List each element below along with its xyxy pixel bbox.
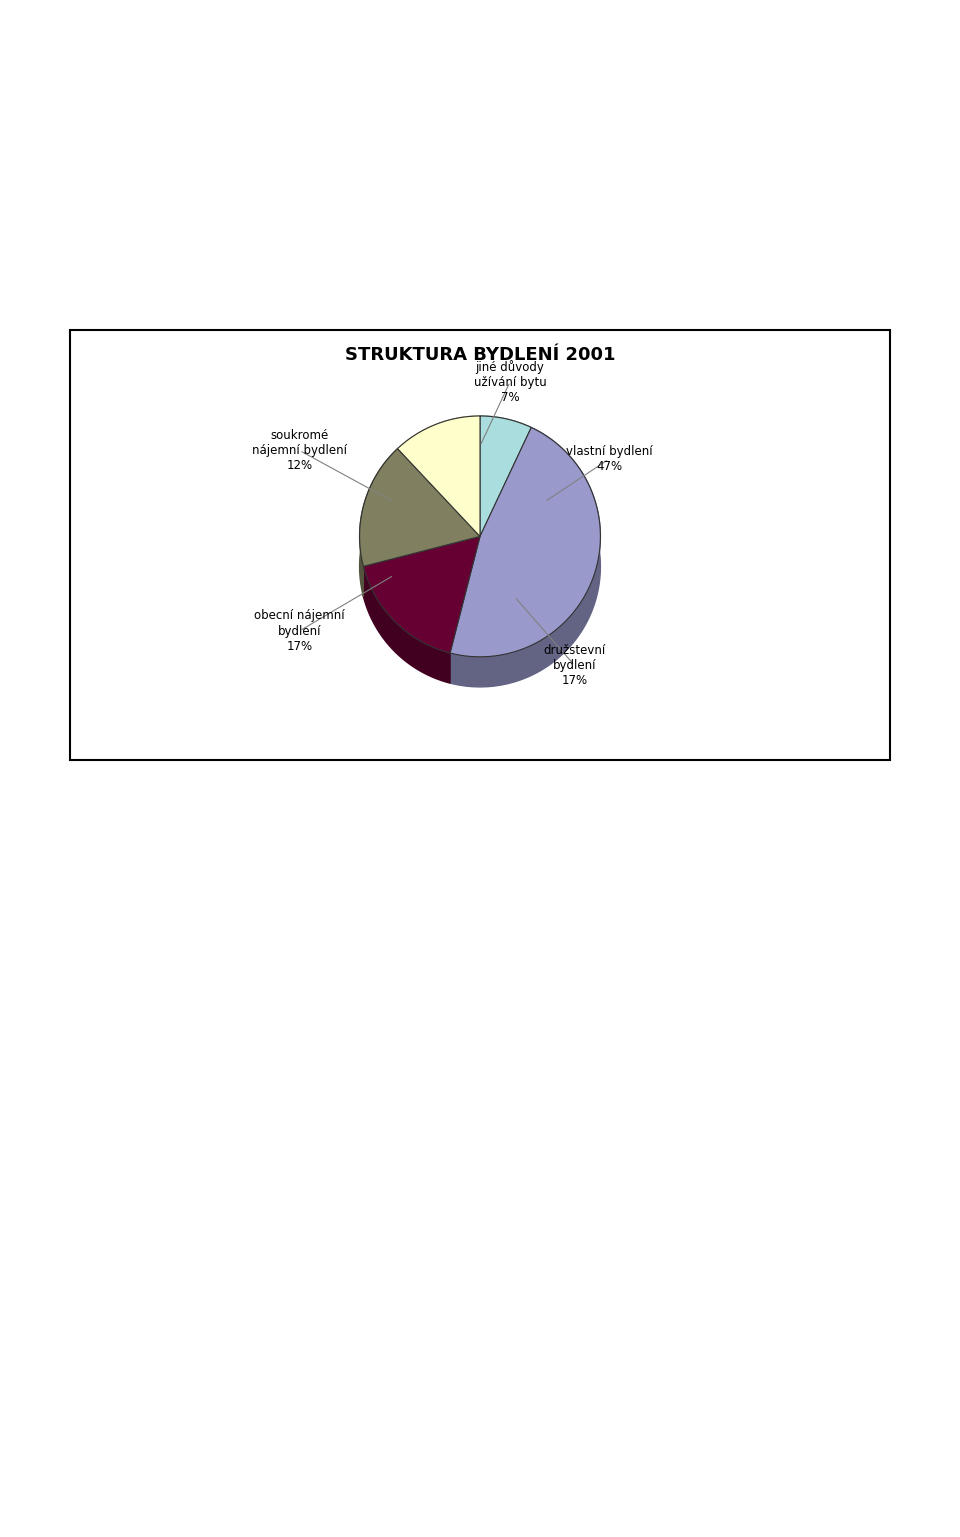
Text: soukromé
nájemní bydlení
12%: soukromé nájemní bydlení 12% — [252, 429, 347, 472]
Polygon shape — [480, 417, 531, 536]
Polygon shape — [364, 536, 480, 653]
Polygon shape — [450, 427, 600, 656]
Text: STRUKTURA BYDLENÍ 2001: STRUKTURA BYDLENÍ 2001 — [345, 346, 615, 364]
Bar — [70, 330, 890, 759]
Text: obecní nájemní
bydlení
17%: obecní nájemní bydlení 17% — [254, 610, 345, 653]
Polygon shape — [450, 427, 600, 687]
Text: jiné důvody
užívání bytu
7%: jiné důvody užívání bytu 7% — [473, 360, 546, 404]
Polygon shape — [364, 566, 450, 682]
Polygon shape — [397, 417, 480, 536]
Text: vlastní bydlení
47%: vlastní bydlení 47% — [565, 446, 652, 473]
Polygon shape — [360, 449, 397, 596]
Text: družstevní
bydlení
17%: družstevní bydlení 17% — [543, 644, 606, 687]
Polygon shape — [480, 417, 531, 458]
Polygon shape — [397, 417, 480, 478]
Polygon shape — [360, 449, 480, 566]
